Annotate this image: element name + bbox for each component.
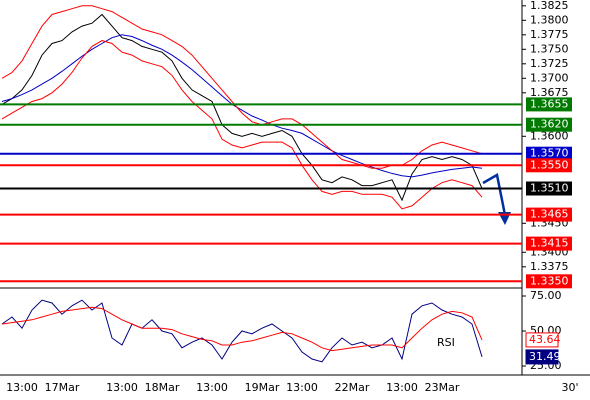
level-label: 1.3620 bbox=[530, 118, 569, 131]
y-tick-label: 1.3775 bbox=[530, 28, 569, 41]
series-line bbox=[1, 299, 483, 363]
level-label: 1.3510 bbox=[530, 182, 569, 195]
x-tick-label: 18Mar bbox=[145, 381, 180, 394]
series-line bbox=[1, 306, 483, 352]
series-line bbox=[1, 40, 483, 210]
level-label: 1.3415 bbox=[530, 237, 569, 250]
x-tick-label: 17Mar bbox=[45, 381, 80, 394]
level-label: 1.3655 bbox=[530, 97, 569, 110]
x-tick-label: 13:00 bbox=[196, 381, 228, 394]
level-label: 1.3550 bbox=[530, 158, 569, 171]
y-tick-label: 1.3800 bbox=[530, 13, 569, 26]
rsi-label-box bbox=[525, 332, 559, 348]
y-tick-label: 1.3725 bbox=[530, 57, 569, 70]
series-line bbox=[1, 34, 483, 178]
level-label: 1.3465 bbox=[530, 208, 569, 221]
level-label-box bbox=[526, 207, 572, 222]
x-tick-label: 22Mar bbox=[335, 381, 370, 394]
series-line bbox=[1, 13, 483, 202]
x-tick-label: 13:00 bbox=[6, 381, 38, 394]
level-label: 1.3350 bbox=[530, 274, 569, 287]
level-label-box bbox=[526, 274, 572, 289]
series-line bbox=[1, 5, 483, 169]
rsi-name: RSI bbox=[437, 336, 455, 349]
y-tick-label: 1.3700 bbox=[530, 71, 569, 84]
level-label-box bbox=[526, 97, 572, 112]
y-tick-label: 1.3675 bbox=[530, 86, 569, 99]
level-label-box bbox=[526, 236, 572, 251]
y-tick-label: 1.3600 bbox=[530, 129, 569, 142]
y-tick-label: 75.00 bbox=[530, 289, 562, 302]
x-tick-label: 13:00 bbox=[286, 381, 318, 394]
forecast-arrow bbox=[482, 173, 507, 216]
level-label: 1.3570 bbox=[530, 147, 569, 160]
level-label-box bbox=[526, 146, 572, 161]
rsi-value-label: 43.64 bbox=[529, 333, 561, 346]
x-tick-label: 19Mar bbox=[245, 381, 280, 394]
rsi-label-box bbox=[525, 349, 559, 365]
y-tick-label: 1.3750 bbox=[530, 42, 569, 55]
x-tick-label: 13:00 bbox=[386, 381, 418, 394]
x-tick-label: 23Mar bbox=[425, 381, 460, 394]
x-tick-label: 13:00 bbox=[106, 381, 138, 394]
level-label-box bbox=[526, 158, 572, 173]
level-label-box bbox=[526, 117, 572, 132]
y-tick-label: 1.3375 bbox=[530, 260, 569, 273]
timeframe: 30' bbox=[561, 381, 578, 394]
level-label-box bbox=[526, 181, 572, 196]
rsi-value-label: 31.49 bbox=[529, 350, 561, 363]
y-tick-label: 1.3825 bbox=[530, 0, 569, 12]
